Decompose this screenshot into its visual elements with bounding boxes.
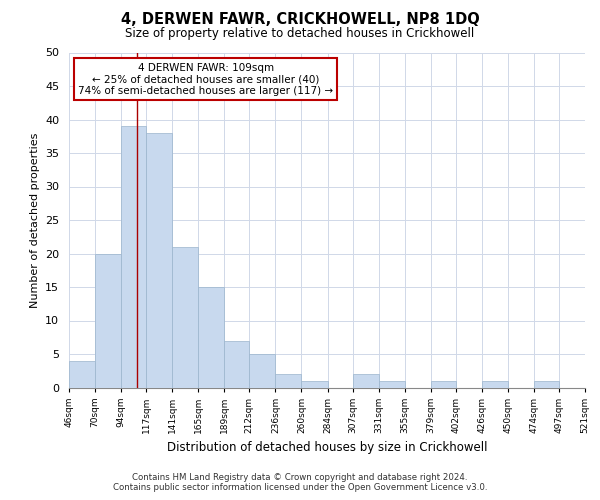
Bar (301, 381, 328, 388)
Bar (69, 360, 95, 388)
Bar (275, 374, 301, 388)
Bar (431, 381, 456, 388)
Bar (534, 381, 559, 388)
Bar (250, 354, 275, 388)
Bar (224, 340, 250, 388)
Text: Contains HM Land Registry data © Crown copyright and database right 2024.
Contai: Contains HM Land Registry data © Crown c… (113, 473, 487, 492)
Y-axis label: Number of detached properties: Number of detached properties (29, 132, 40, 308)
Bar (198, 287, 224, 388)
Text: 4 DERWEN FAWR: 109sqm
← 25% of detached houses are smaller (40)
74% of semi-deta: 4 DERWEN FAWR: 109sqm ← 25% of detached … (78, 62, 334, 96)
Text: 4, DERWEN FAWR, CRICKHOWELL, NP8 1DQ: 4, DERWEN FAWR, CRICKHOWELL, NP8 1DQ (121, 12, 479, 28)
Bar (379, 381, 404, 388)
X-axis label: Distribution of detached houses by size in Crickhowell: Distribution of detached houses by size … (167, 441, 487, 454)
Bar (121, 126, 146, 388)
Bar (172, 247, 198, 388)
Bar (146, 133, 172, 388)
Bar (95, 254, 121, 388)
Bar (353, 374, 379, 388)
Bar (482, 381, 508, 388)
Text: Size of property relative to detached houses in Crickhowell: Size of property relative to detached ho… (125, 28, 475, 40)
